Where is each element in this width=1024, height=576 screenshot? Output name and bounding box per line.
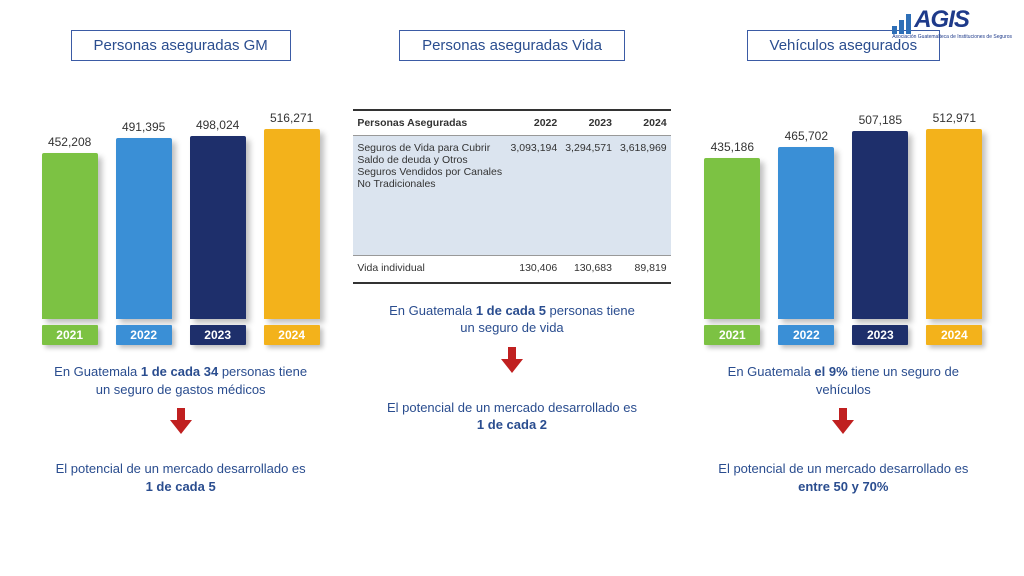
bar-value-label: 435,186 [711, 140, 754, 154]
vehiculos-bar-chart: 435,186 465,702 507,185 512,971 [685, 89, 1002, 319]
bar-group: 498,024 [190, 118, 246, 319]
year-label: 2023 [190, 325, 246, 345]
table-cell: 130,406 [507, 256, 562, 282]
bar [778, 147, 834, 319]
bar-group: 452,208 [42, 135, 98, 319]
gm-bar-chart: 452,208 491,395 498,024 516,271 [22, 89, 339, 319]
bar-value-label: 465,702 [785, 129, 828, 143]
agis-logo: AGIS Asociación Guatemalteca de Instituc… [892, 6, 1012, 40]
year-label: 2022 [116, 325, 172, 345]
gm-year-labels: 2021 2022 2023 2024 [22, 325, 339, 345]
year-label: 2024 [926, 325, 982, 345]
bar-value-label: 516,271 [270, 111, 313, 125]
bar-value-label: 507,185 [859, 113, 902, 127]
table-header-cell: 2024 [616, 111, 671, 136]
year-label: 2022 [778, 325, 834, 345]
table-cell: 130,683 [561, 256, 616, 282]
vida-caption-1: En Guatemala 1 de cada 5 personas tiene … [382, 302, 642, 337]
table-cell: Vida individual [353, 256, 506, 282]
year-label: 2024 [264, 325, 320, 345]
logo-subtitle: Asociación Guatemalteca de Instituciones… [892, 34, 1012, 40]
table-cell: 3,093,194 [507, 136, 562, 256]
gm-arrow-icon [170, 408, 192, 434]
bar-value-label: 498,024 [196, 118, 239, 132]
table-header-cell: Personas Aseguradas [353, 111, 506, 136]
panel-gm: Personas aseguradas GM 452,208 491,395 498… [22, 30, 339, 495]
panel-vida: Personas aseguradas Vida Personas Asegur… [353, 30, 670, 495]
bar [264, 129, 320, 319]
bar-value-label: 452,208 [48, 135, 91, 149]
bar [42, 153, 98, 319]
table-header-cell: 2022 [507, 111, 562, 136]
vida-table: Personas Aseguradas202220232024 Seguros d… [353, 109, 670, 284]
bar [926, 129, 982, 319]
table-cell: 3,294,571 [561, 136, 616, 256]
vehiculos-arrow-icon [832, 408, 854, 434]
vida-arrow-icon [501, 347, 523, 373]
panels-row: Personas aseguradas GM 452,208 491,395 498… [0, 0, 1024, 495]
bar [116, 138, 172, 319]
bar-value-label: 512,971 [933, 111, 976, 125]
logo-bars-icon [892, 14, 911, 34]
bar [190, 136, 246, 319]
bar-group: 465,702 [778, 129, 834, 319]
panel-vehiculos: Vehículos asegurados 435,186465,702507,1… [685, 30, 1002, 495]
vehiculos-caption-2: El potencial de un mercado desarrollado … [713, 460, 973, 495]
bar-group: 507,185 [852, 113, 908, 319]
bar-group: 516,271 [264, 111, 320, 319]
gm-caption-1: En Guatemala 1 de cada 34 personas tiene… [51, 363, 311, 398]
vehiculos-caption-1: En Guatemala el 9% tiene un seguro de ve… [713, 363, 973, 398]
table-cell: 3,618,969 [616, 136, 671, 256]
table-cell: 89,819 [616, 256, 671, 282]
vida-caption-2: El potencial de un mercado desarrollado … [382, 399, 642, 434]
gm-caption-2: El potencial de un mercado desarrollado … [51, 460, 311, 495]
logo-text: AGIS [914, 6, 969, 34]
bar-group: 435,186 [704, 140, 760, 319]
panel-gm-title: Personas aseguradas GM [71, 30, 291, 61]
bar [704, 158, 760, 319]
table-header-cell: 2023 [561, 111, 616, 136]
bar-value-label: 491,395 [122, 120, 165, 134]
vehiculos-year-labels: 2021 2022 2023 2024 [685, 325, 1002, 345]
table-row: Seguros de Vida para Cubrir Saldo de deu… [353, 136, 670, 256]
year-label: 2021 [704, 325, 760, 345]
bar-group: 512,971 [926, 111, 982, 319]
year-label: 2021 [42, 325, 98, 345]
bar [852, 131, 908, 319]
table-row: Vida individual130,406130,68389,819 [353, 256, 670, 282]
table-cell: Seguros de Vida para Cubrir Saldo de deu… [353, 136, 506, 256]
year-label: 2023 [852, 325, 908, 345]
panel-vida-title: Personas aseguradas Vida [399, 30, 625, 61]
bar-group: 491,395 [116, 120, 172, 319]
